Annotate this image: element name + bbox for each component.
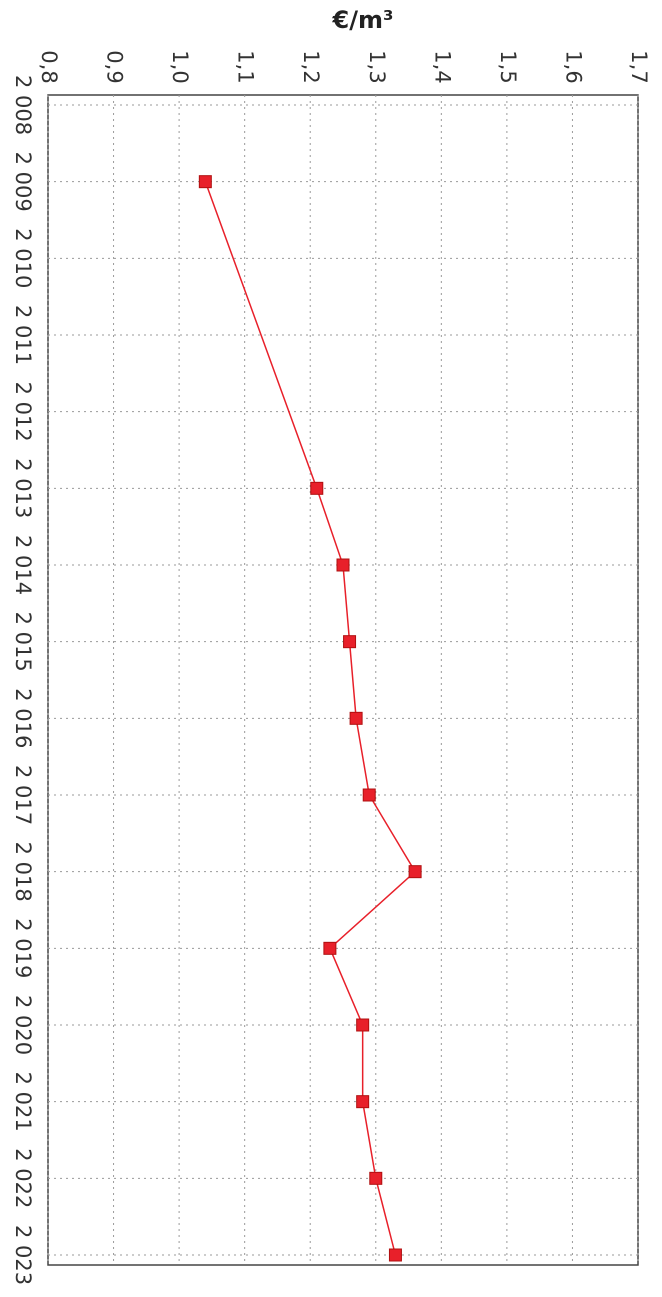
category-tick-label: 2 012 [11,382,35,442]
category-tick-label: 2 020 [11,995,35,1055]
category-tick-label: 2 022 [11,1148,35,1208]
data-point-marker [198,175,212,189]
plot-background [47,94,639,1266]
value-tick-label: 1,6 [561,50,585,83]
category-tick-label: 2 019 [11,918,35,978]
data-point-marker [362,788,376,802]
value-tick-label: 1,7 [627,50,651,83]
data-point-marker [408,865,422,879]
category-tick-label: 2 023 [11,1225,35,1285]
category-tick-label: 2 014 [11,535,35,595]
data-point-marker [349,711,363,725]
series-line [204,181,417,1256]
value-tick-label: 1,4 [430,50,454,83]
category-tick-label: 2 017 [11,765,35,825]
data-point-marker [369,1171,383,1185]
category-tick-label: 2 015 [11,612,35,672]
category-tick-label: 2 009 [11,152,35,212]
value-tick-label: 1,3 [365,50,389,83]
category-tick-label: 2 018 [11,842,35,902]
data-point-marker [336,558,350,572]
category-tick-label: 2 013 [11,458,35,518]
data-point-marker [356,1018,370,1032]
data-series [198,175,422,1262]
value-axis-ticks: 0,8 0,9 1,0 1,1 1,2 1,3 1,4 1,5 1,6 1,7 [37,50,651,83]
value-tick-label: 1,1 [234,50,258,83]
category-tick-label: 2 021 [11,1072,35,1132]
value-tick-label: 0,9 [103,50,127,83]
category-tick-label: 2 016 [11,688,35,748]
value-tick-label: 1,5 [496,50,520,83]
value-tick-label: 1,2 [299,50,323,83]
category-axis-ticks: 2 008 2 009 2 010 2 011 2 012 2 013 2 014 2 015… [11,75,35,1285]
value-axis-label: €/m³ [332,6,394,34]
category-tick-label: 2 011 [11,305,35,365]
data-point-marker [356,1095,370,1109]
category-tick-label: 2 010 [11,228,35,288]
value-tick-label: 0,8 [37,50,61,83]
category-tick-label: 2 008 [11,75,35,135]
data-point-marker [310,481,324,495]
value-tick-label: 1,0 [168,50,192,83]
data-point-marker [323,941,337,955]
data-point-marker [343,635,357,649]
data-point-marker [388,1248,402,1262]
